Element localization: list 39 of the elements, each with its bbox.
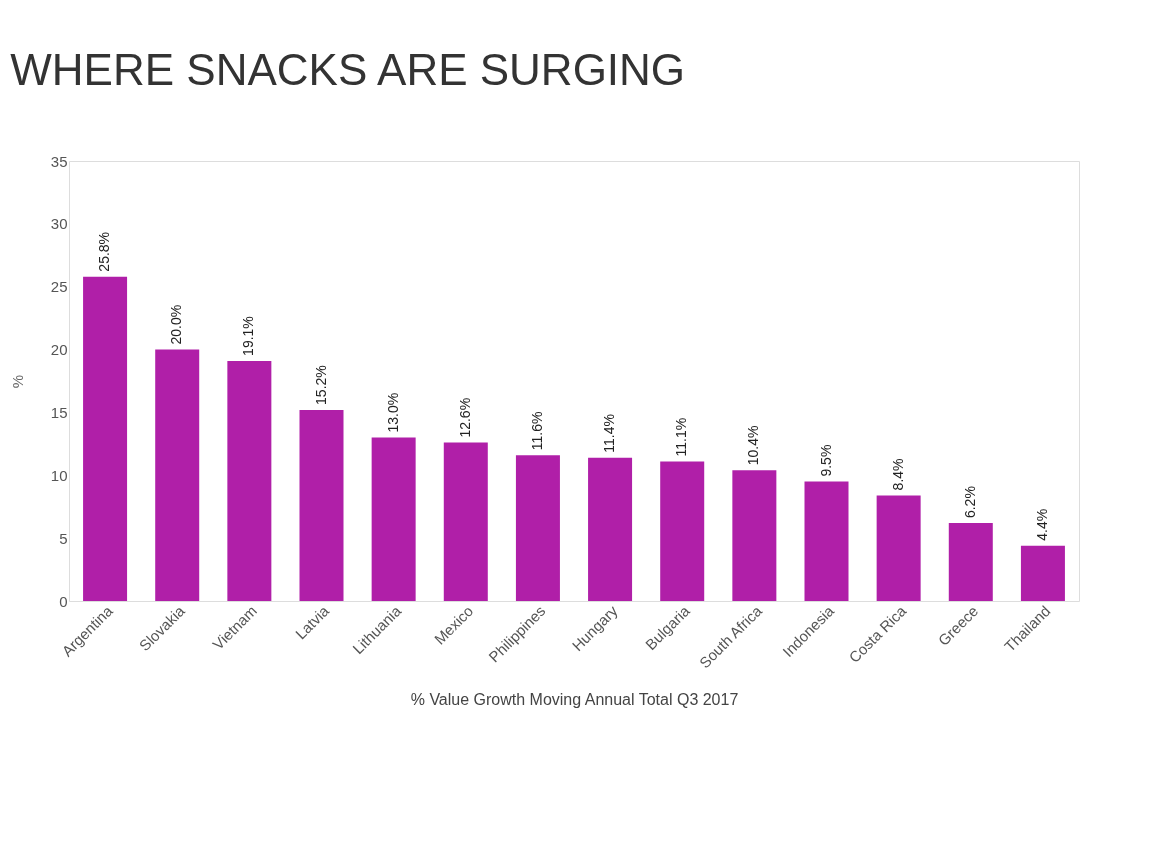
bar — [732, 470, 777, 601]
y-tick-label: 25 — [50, 278, 68, 296]
bar — [443, 442, 488, 601]
data-label: 6.2% — [961, 486, 978, 519]
x-axis-title: % Value Growth Moving Annual Total Q3 2017 — [410, 690, 739, 708]
bar — [155, 349, 200, 601]
y-tick-label: 0 — [59, 592, 68, 610]
y-axis-title: % — [8, 374, 26, 389]
y-tick-label: 5 — [59, 529, 68, 547]
bar — [876, 495, 921, 601]
bar — [227, 360, 272, 601]
data-label: 11.4% — [601, 414, 618, 453]
y-tick-label: 15 — [50, 403, 68, 421]
bar — [660, 461, 705, 601]
y-tick-label: 10 — [50, 466, 68, 484]
data-label: 12.6% — [456, 397, 473, 438]
bar — [371, 437, 416, 601]
data-label: 13.0% — [384, 392, 401, 433]
bar — [1020, 545, 1065, 601]
y-tick-label: 30 — [50, 215, 68, 233]
data-label: 20.0% — [168, 304, 185, 345]
data-label: 11.1% — [673, 417, 690, 457]
data-label: 25.8% — [96, 231, 113, 272]
data-label: 4.4% — [1033, 508, 1050, 541]
data-label: 19.1% — [240, 316, 257, 356]
bar — [299, 409, 344, 601]
bar — [515, 455, 560, 601]
bar — [588, 457, 633, 601]
chart-title: WHERE SNACKS ARE SURGING — [10, 45, 686, 94]
y-tick-label: 35 — [50, 152, 68, 170]
data-label: 10.4% — [745, 425, 762, 466]
bar — [83, 276, 128, 601]
bar — [804, 481, 849, 601]
data-label: 11.6% — [528, 411, 545, 451]
data-label: 8.4% — [889, 458, 906, 491]
data-label: 15.2% — [312, 365, 329, 405]
data-label: 9.5% — [817, 444, 834, 477]
bar — [948, 523, 993, 601]
y-tick-label: 20 — [50, 341, 68, 359]
